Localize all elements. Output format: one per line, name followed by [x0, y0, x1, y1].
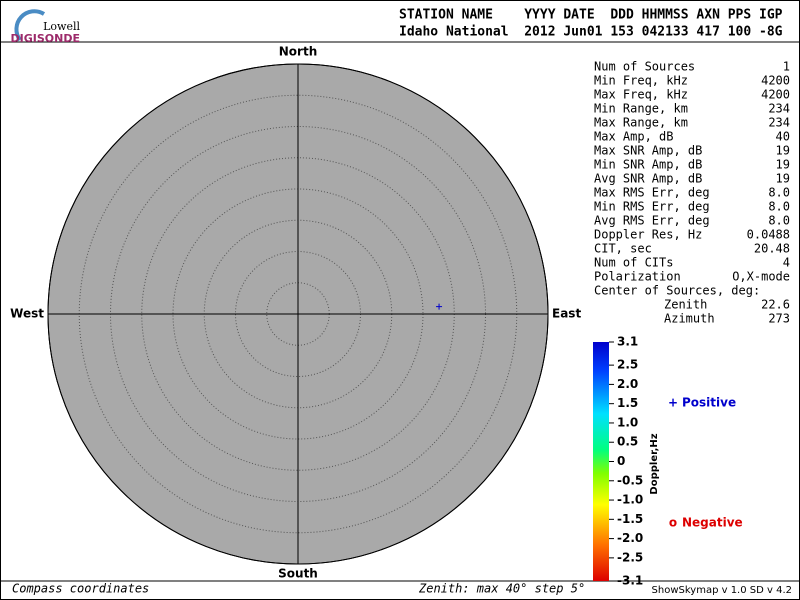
colorbar-tick-label: -3.1 — [617, 574, 643, 588]
source-point — [436, 303, 443, 310]
stat-label: Min RMS Err, deg — [594, 200, 710, 214]
stat-label: Avg RMS Err, deg — [594, 214, 710, 228]
colorbar-tick-label: 2.0 — [617, 377, 638, 391]
legend-label: Positive — [682, 396, 736, 410]
stat-label: Doppler Res, Hz — [594, 228, 702, 242]
stat-value: 40 — [776, 130, 790, 144]
stat-value: 19 — [776, 144, 790, 158]
legend-label: Negative — [682, 516, 743, 530]
stat-value: 8.0 — [768, 186, 790, 200]
stat-label: Num of Sources — [594, 60, 695, 74]
direction-label: North — [279, 45, 317, 59]
stat-value: 8.0 — [768, 200, 790, 214]
stat-value: 4200 — [761, 88, 790, 102]
logo-swoosh — [14, 9, 46, 42]
legend-marker: o — [669, 516, 677, 530]
stat-value: 20.48 — [754, 242, 790, 256]
stat-label: CIT, sec — [594, 242, 652, 256]
colorbar-tick-label: 1.5 — [617, 396, 638, 410]
colorbar-label: Doppler,Hz — [649, 433, 660, 494]
stat-label: Max RMS Err, deg — [594, 186, 710, 200]
legend-marker: + — [668, 396, 678, 410]
stat-value: 0.0488 — [747, 228, 790, 242]
stat-label: Max SNR Amp, dB — [594, 144, 702, 158]
center-title: Center of Sources, deg: — [594, 284, 760, 298]
center-value: 22.6 — [761, 298, 790, 312]
colorbar-tick-label: 0.5 — [617, 435, 638, 449]
stat-value: O,X-mode — [732, 270, 790, 284]
colorbar-tick-label: 1.0 — [617, 415, 638, 429]
stat-value: 4 — [783, 256, 790, 270]
colorbar-tick-label: 0 — [617, 454, 625, 468]
logo-text: DIGISONDE — [11, 32, 80, 45]
stat-label: Avg SNR Amp, dB — [594, 172, 702, 186]
stat-label: Polarization — [594, 270, 681, 284]
colorbar-tick-label: -0.5 — [617, 473, 643, 487]
colorbar-tick-label: -2.0 — [617, 531, 643, 545]
stat-label: Min Freq, kHz — [594, 74, 688, 88]
direction-label: West — [10, 307, 44, 321]
colorbar-tick-label: -1.0 — [617, 493, 643, 507]
footer-middle: Zenith: max 40° step 5° — [418, 582, 585, 596]
stat-value: 234 — [768, 102, 790, 116]
header-labels: STATION NAME YYYY DATE DDD HHMMSS AXN PP… — [399, 8, 783, 23]
colorbar — [593, 342, 609, 581]
footer-left: Compass coordinates — [12, 582, 149, 596]
colorbar-tick-label: -2.5 — [617, 550, 643, 564]
stat-label: Max Amp, dB — [594, 130, 673, 144]
footer-right: ShowSkymap v 1.0 SD v 4.2 — [652, 585, 792, 596]
center-label: Azimuth — [664, 312, 715, 326]
stat-value: 1 — [783, 60, 790, 74]
direction-label: East — [552, 307, 581, 321]
stat-value: 19 — [776, 172, 790, 186]
stat-label: Min Range, km — [594, 102, 688, 116]
stat-value: 8.0 — [768, 214, 790, 228]
stat-label: Max Freq, kHz — [594, 88, 688, 102]
logo-text: Lowell — [43, 20, 80, 33]
center-label: Zenith — [664, 298, 707, 312]
stat-value: 234 — [768, 116, 790, 130]
colorbar-tick-label: -1.5 — [617, 512, 643, 526]
stat-label: Max Range, km — [594, 116, 688, 130]
header-values: Idaho National 2012 Jun01 153 042133 417… — [399, 25, 783, 40]
colorbar-tick-label: 2.5 — [617, 358, 638, 372]
center-value: 273 — [768, 312, 790, 326]
stat-label: Num of CITs — [594, 256, 673, 270]
direction-label: South — [278, 567, 318, 581]
stat-value: 4200 — [761, 74, 790, 88]
stat-value: 19 — [776, 158, 790, 172]
stat-label: Min SNR Amp, dB — [594, 158, 702, 172]
colorbar-tick-label: 3.1 — [617, 335, 638, 349]
